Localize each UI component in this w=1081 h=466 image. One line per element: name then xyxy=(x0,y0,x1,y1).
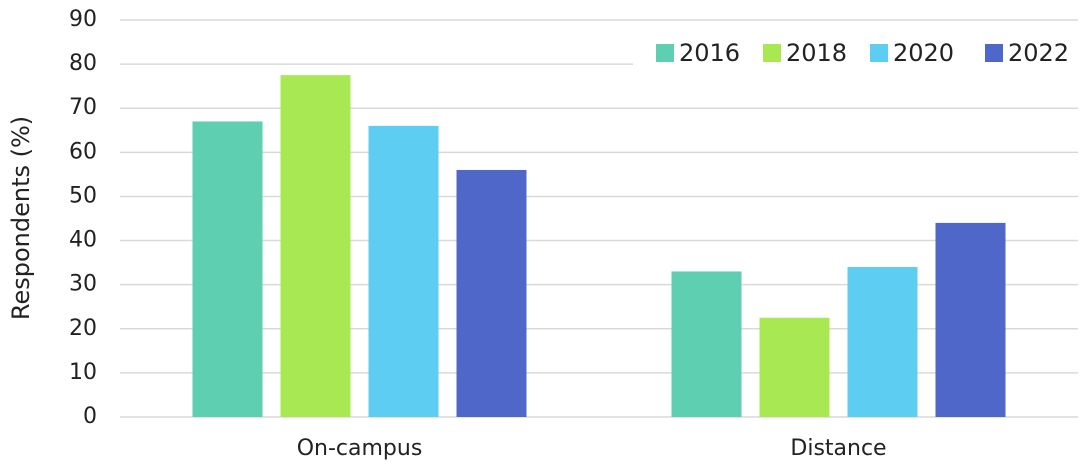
y-axis-label: Respondents (%) xyxy=(7,116,35,320)
legend-label: 2018 xyxy=(786,39,847,67)
y-tick-label: 50 xyxy=(69,183,97,208)
bar xyxy=(935,222,1006,417)
bar xyxy=(759,317,830,417)
y-tick-label: 70 xyxy=(69,95,97,120)
legend-label: 2022 xyxy=(1008,39,1069,67)
legend-background xyxy=(633,30,1081,76)
y-tick-label: 10 xyxy=(69,360,97,385)
bar xyxy=(368,125,439,417)
bar xyxy=(280,75,351,417)
legend-swatch xyxy=(656,44,674,62)
x-tick-label: On-campus xyxy=(297,436,423,461)
legend-label: 2016 xyxy=(679,39,740,67)
y-tick-label: 40 xyxy=(69,228,97,253)
legend-label: 2020 xyxy=(893,39,954,67)
y-tick-label: 0 xyxy=(83,404,97,429)
y-tick-label: 80 xyxy=(69,51,97,76)
legend-swatch xyxy=(763,44,781,62)
y-tick-label: 90 xyxy=(69,7,97,32)
x-tick-label: Distance xyxy=(790,436,886,461)
legend-swatch xyxy=(870,44,888,62)
legend-swatch xyxy=(985,44,1003,62)
y-tick-label: 60 xyxy=(69,139,97,164)
bar xyxy=(671,271,742,417)
bar xyxy=(847,267,918,417)
bar xyxy=(192,121,263,417)
y-tick-label: 30 xyxy=(69,272,97,297)
y-tick-label: 20 xyxy=(69,316,97,341)
bar xyxy=(456,169,527,417)
